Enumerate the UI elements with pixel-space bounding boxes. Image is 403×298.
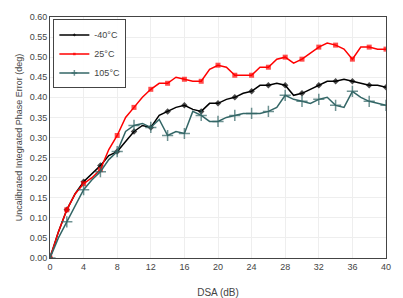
svg-text:28: 28 xyxy=(280,262,290,272)
svg-text:0.15: 0.15 xyxy=(30,193,48,203)
svg-text:0.55: 0.55 xyxy=(30,32,48,42)
svg-text:0.20: 0.20 xyxy=(30,173,48,183)
svg-text:Uncalibrated Integrated Phase: Uncalibrated Integrated Phase Error (deg… xyxy=(14,54,24,222)
svg-text:0.60: 0.60 xyxy=(30,12,48,22)
svg-text:20: 20 xyxy=(213,262,223,272)
svg-text:105°C: 105°C xyxy=(94,68,120,78)
svg-text:0.35: 0.35 xyxy=(30,113,48,123)
svg-text:40: 40 xyxy=(381,262,391,272)
svg-text:0.45: 0.45 xyxy=(30,72,48,82)
svg-text:0.00: 0.00 xyxy=(30,253,48,263)
svg-text:16: 16 xyxy=(179,262,189,272)
svg-text:0: 0 xyxy=(47,262,52,272)
svg-text:4: 4 xyxy=(81,262,86,272)
svg-text:12: 12 xyxy=(146,262,156,272)
svg-text:-40°C: -40°C xyxy=(94,30,118,40)
svg-text:0.25: 0.25 xyxy=(30,153,48,163)
svg-text:0.40: 0.40 xyxy=(30,92,48,102)
svg-text:24: 24 xyxy=(247,262,257,272)
svg-text:0.05: 0.05 xyxy=(30,233,48,243)
svg-text:25°C: 25°C xyxy=(94,49,115,59)
svg-text:0.10: 0.10 xyxy=(30,213,48,223)
svg-text:0.30: 0.30 xyxy=(30,133,48,143)
svg-text:32: 32 xyxy=(314,262,324,272)
svg-text:36: 36 xyxy=(347,262,357,272)
svg-text:8: 8 xyxy=(115,262,120,272)
svg-text:0.50: 0.50 xyxy=(30,52,48,62)
svg-text:DSA (dB): DSA (dB) xyxy=(197,287,239,298)
